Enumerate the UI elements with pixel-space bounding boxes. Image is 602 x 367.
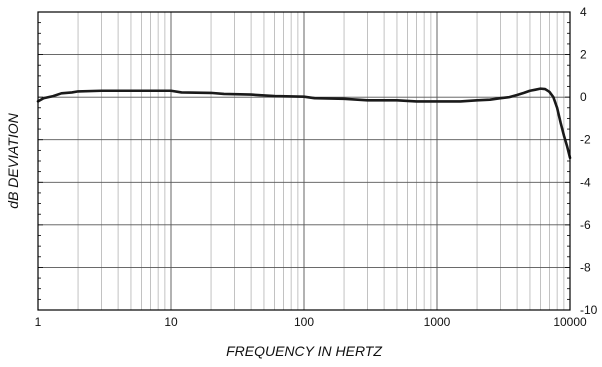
x-tick-label: 1 <box>35 315 42 329</box>
x-tick-label: 10000 <box>553 315 587 329</box>
y-axis-title: dB DEVIATION <box>5 112 21 208</box>
x-tick-label: 1000 <box>424 315 451 329</box>
y-tick-label: 0 <box>580 90 587 104</box>
y-tick-label: 4 <box>580 5 587 19</box>
minor-gridlines <box>77 12 565 310</box>
x-axis-title: FREQUENCY IN HERTZ <box>226 343 382 359</box>
x-tick-label: 10 <box>164 315 178 329</box>
x-tick-labels: 1 10 100 1000 10000 <box>35 315 587 329</box>
y-tick-label: -10 <box>580 303 598 317</box>
x-tick-label: 100 <box>294 315 314 329</box>
y-tick-label: -2 <box>580 133 591 147</box>
y-tick-label: -8 <box>580 260 591 274</box>
y-tick-label: -4 <box>580 175 591 189</box>
data-layer <box>36 87 572 160</box>
plot-frame <box>37 11 571 311</box>
y-tick-label: -6 <box>580 218 591 232</box>
response-curve-line <box>36 87 572 160</box>
y-tick-labels: 4 2 0 -2 -4 -6 -8 -10 <box>580 5 598 317</box>
y-tick-label: 2 <box>580 48 587 62</box>
